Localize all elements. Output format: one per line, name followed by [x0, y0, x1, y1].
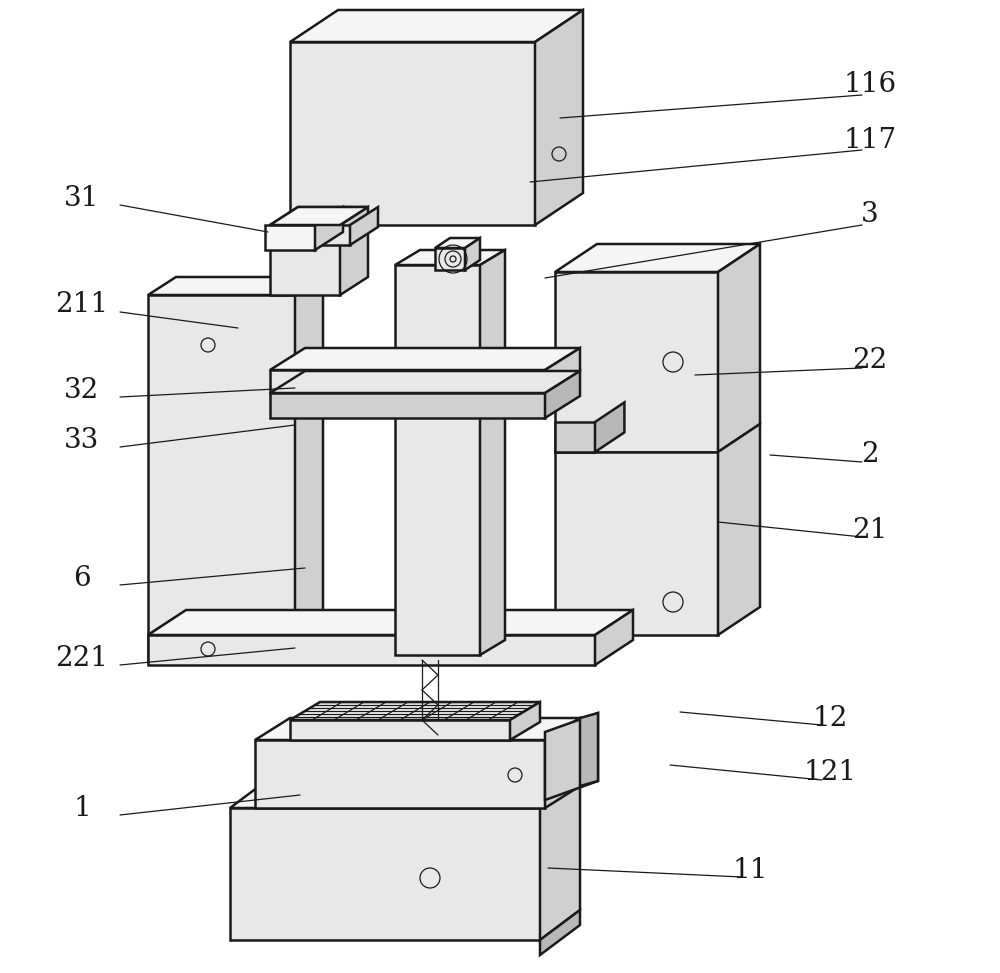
Polygon shape — [270, 348, 580, 370]
Polygon shape — [255, 718, 580, 740]
Text: 12: 12 — [812, 704, 848, 732]
Text: 21: 21 — [852, 517, 888, 544]
Text: 116: 116 — [843, 71, 897, 98]
Polygon shape — [290, 42, 535, 225]
Polygon shape — [270, 207, 368, 225]
Polygon shape — [290, 720, 510, 740]
Polygon shape — [395, 265, 480, 655]
Polygon shape — [580, 713, 598, 786]
Polygon shape — [545, 371, 580, 418]
Polygon shape — [435, 248, 465, 270]
Polygon shape — [290, 702, 540, 720]
Polygon shape — [555, 422, 595, 452]
Polygon shape — [270, 393, 545, 418]
Polygon shape — [595, 403, 624, 452]
Text: 121: 121 — [803, 760, 857, 786]
Polygon shape — [148, 277, 323, 295]
Polygon shape — [595, 610, 633, 665]
Polygon shape — [555, 452, 718, 635]
Text: 31: 31 — [64, 185, 100, 211]
Polygon shape — [255, 740, 545, 808]
Text: 2: 2 — [861, 442, 879, 469]
Polygon shape — [290, 10, 583, 42]
Text: 1: 1 — [73, 795, 91, 821]
Polygon shape — [465, 238, 480, 270]
Text: 117: 117 — [843, 126, 897, 154]
Polygon shape — [555, 272, 718, 452]
Polygon shape — [230, 778, 580, 808]
Polygon shape — [395, 250, 505, 265]
Polygon shape — [535, 10, 583, 225]
Polygon shape — [555, 244, 760, 272]
Text: 22: 22 — [852, 346, 888, 374]
Polygon shape — [540, 778, 580, 940]
Polygon shape — [290, 225, 350, 245]
Text: 3: 3 — [861, 201, 879, 229]
Polygon shape — [510, 702, 540, 740]
Polygon shape — [270, 207, 368, 225]
Polygon shape — [545, 718, 580, 808]
Polygon shape — [545, 348, 580, 393]
Polygon shape — [340, 207, 368, 295]
Polygon shape — [270, 371, 580, 393]
Polygon shape — [148, 617, 363, 635]
Text: 33: 33 — [64, 426, 100, 453]
Text: 221: 221 — [56, 644, 108, 671]
Polygon shape — [265, 225, 315, 250]
Text: 11: 11 — [732, 856, 768, 883]
Polygon shape — [718, 244, 760, 452]
Polygon shape — [148, 295, 295, 635]
Polygon shape — [480, 250, 505, 655]
Polygon shape — [148, 635, 335, 663]
Polygon shape — [540, 910, 580, 955]
Polygon shape — [295, 277, 323, 635]
Polygon shape — [335, 617, 363, 663]
Text: 32: 32 — [64, 377, 100, 404]
Polygon shape — [435, 238, 480, 248]
Polygon shape — [148, 610, 633, 635]
Polygon shape — [545, 713, 598, 800]
Polygon shape — [270, 225, 340, 295]
Polygon shape — [718, 424, 760, 635]
Polygon shape — [315, 207, 343, 250]
Polygon shape — [230, 808, 540, 940]
Polygon shape — [148, 635, 595, 665]
Polygon shape — [350, 207, 378, 245]
Text: 6: 6 — [73, 564, 91, 592]
Text: 211: 211 — [55, 292, 109, 318]
Polygon shape — [270, 370, 545, 393]
